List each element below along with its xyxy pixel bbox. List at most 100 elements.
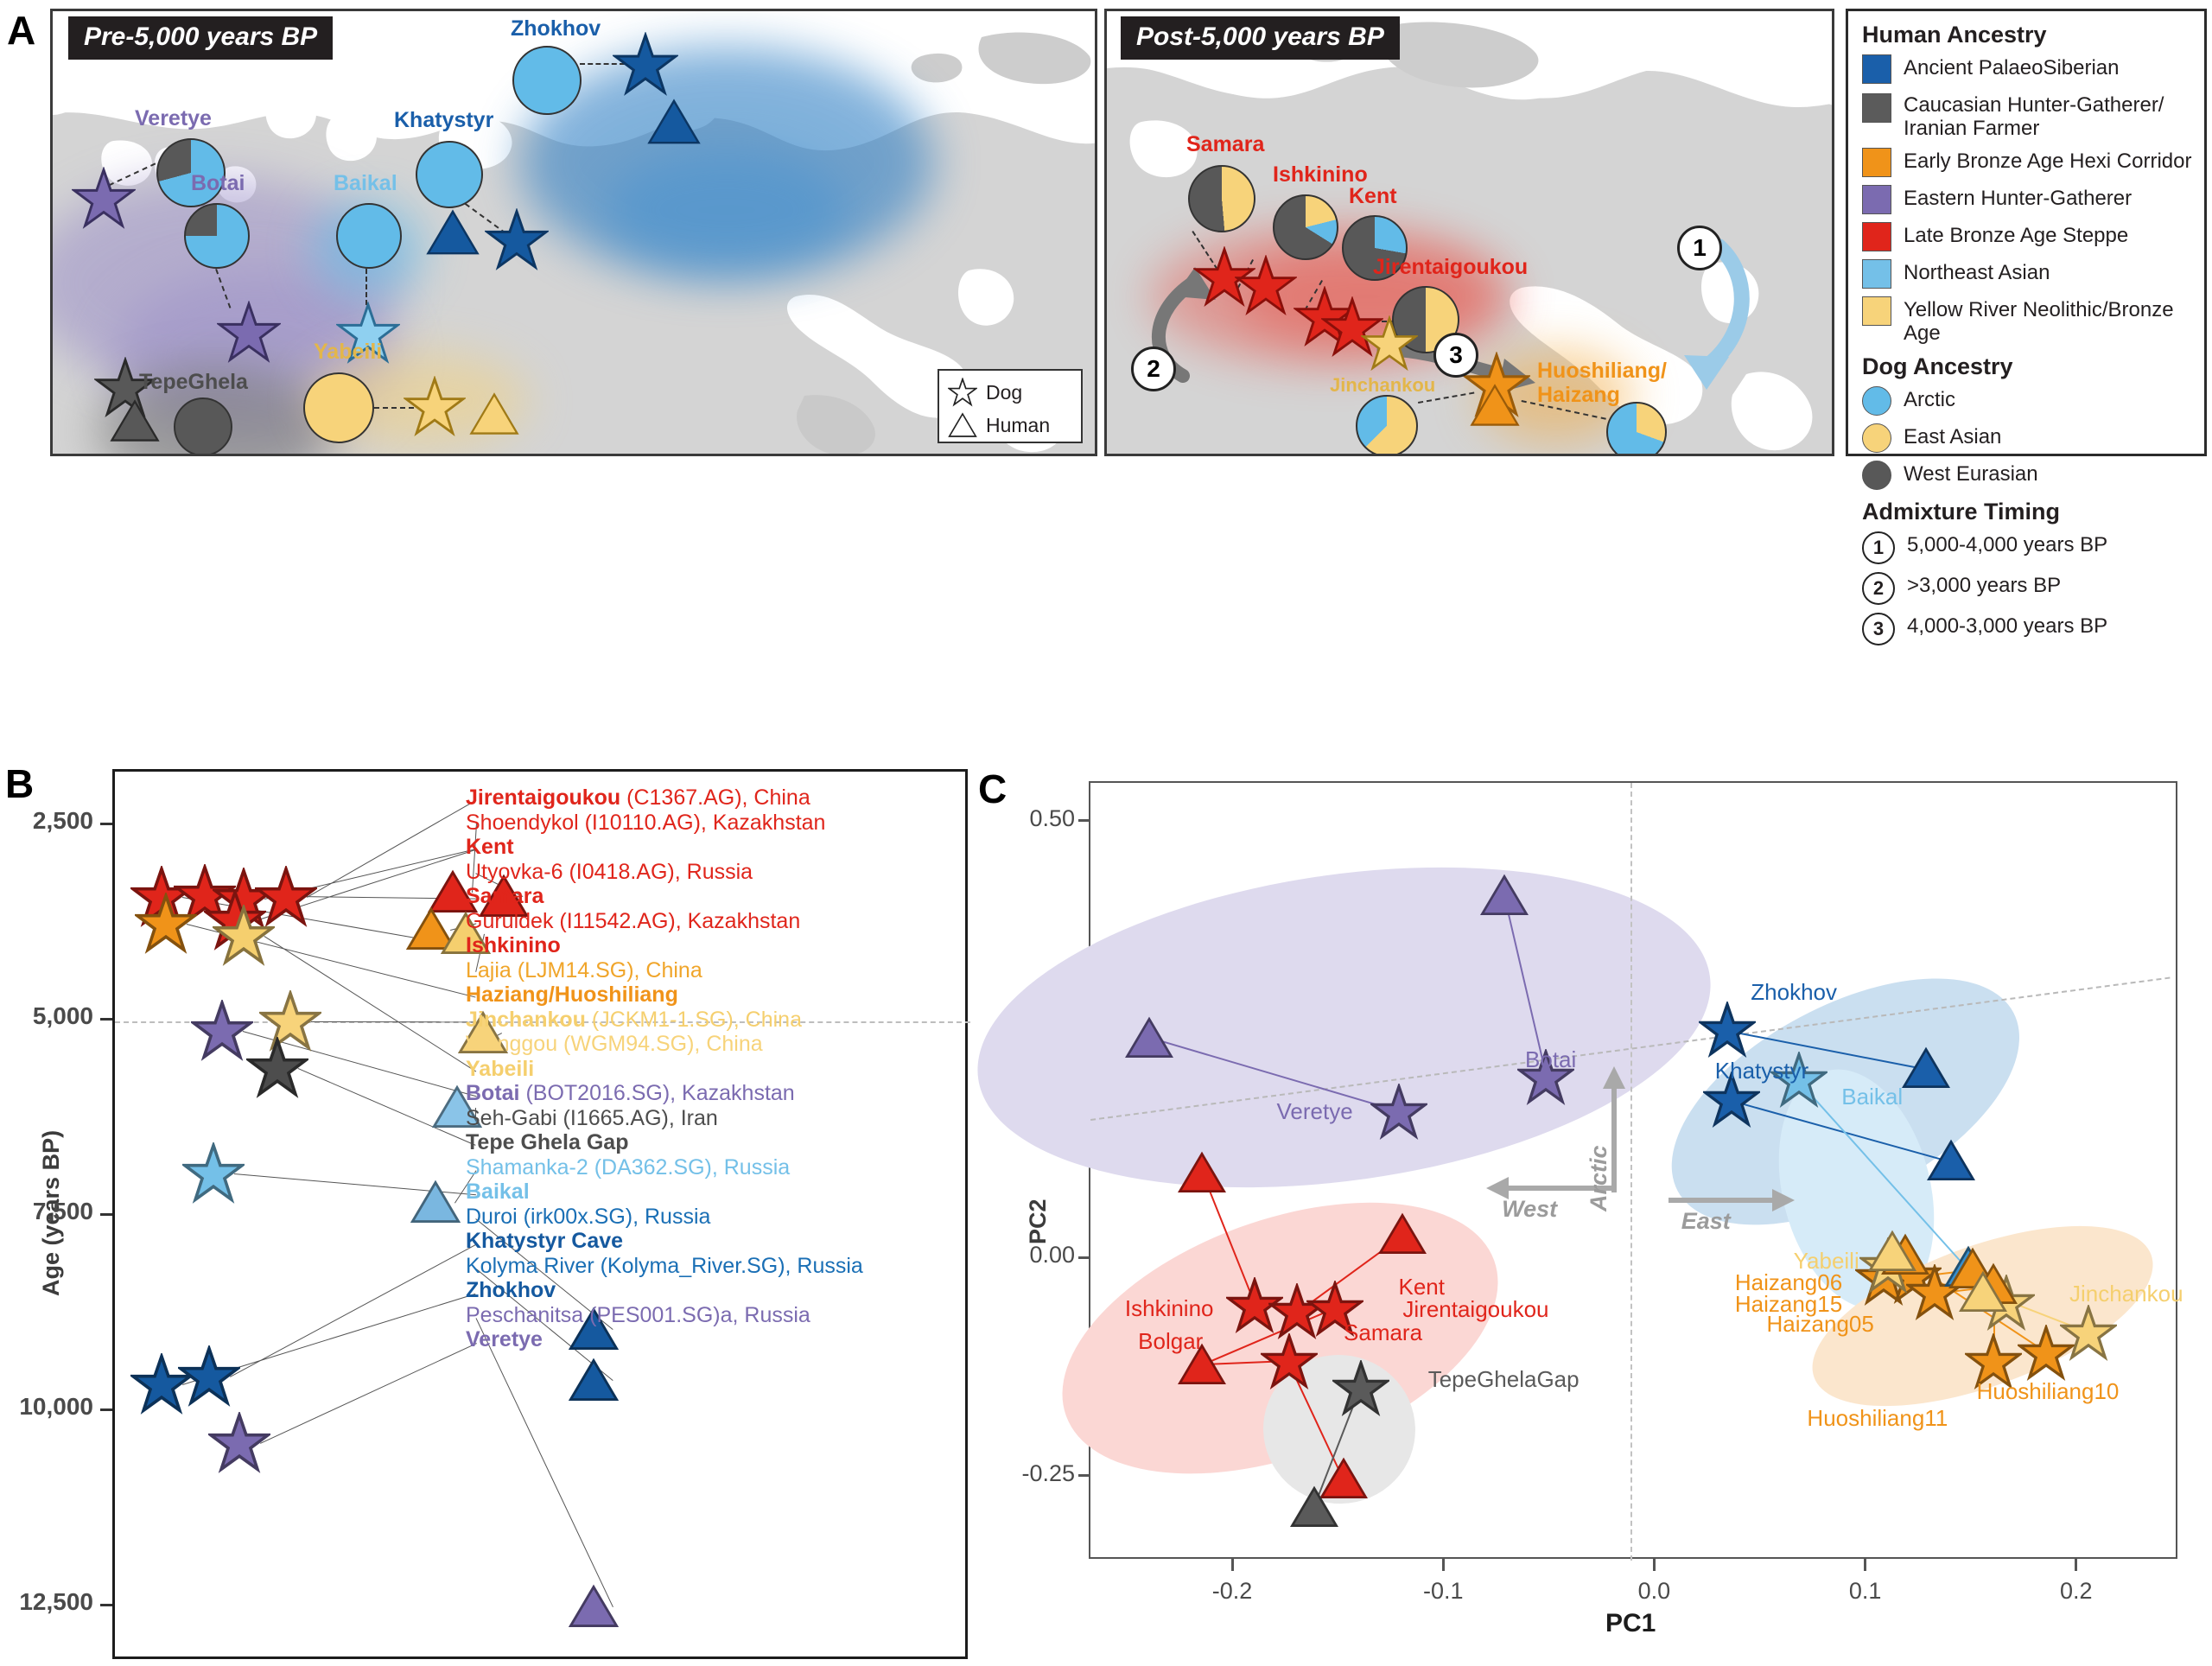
panel-c-x-tick-2: 0.0 <box>1637 1578 1671 1604</box>
panel-c-y-tick-2: 0.00 <box>1029 1242 1075 1269</box>
panel-b-human-marker-seh-gabi <box>431 1084 483 1134</box>
legend-item-human-3: Eastern Hunter-Gatherer <box>1862 185 2192 215</box>
panel-c-x-tick-3: 0.1 <box>1848 1578 1882 1604</box>
panel-c-y-tickmark-2 <box>1078 1256 1089 1259</box>
panel-b-tickmark-4 <box>100 1603 112 1606</box>
panel-c-label-veretye: Veretye <box>1276 1098 1353 1125</box>
site-label-ishkinino: Ishkinino <box>1273 162 1368 187</box>
panel-b-human-marker-duroi <box>569 1307 620 1356</box>
panel-b-human-marker-peschanitsa <box>569 1584 620 1633</box>
panel-c-label-jirentaigoukou: Jirentaigoukou <box>1402 1295 1549 1322</box>
panel-b-dog-marker-zhokhov <box>128 1351 195 1420</box>
legend-label-dog-1: East Asian <box>1904 425 2002 449</box>
panel-b-list-item-21: Peschanitsa (PES001.SG)a, Russia <box>466 1302 810 1327</box>
panel-b-list-item-15: Shamanka-2 (DA362.SG), Russia <box>466 1154 791 1180</box>
panel-b-dog-marker-baikal <box>180 1141 247 1209</box>
shape-key-human-label: Human <box>986 413 1051 436</box>
panel-b-y-tick-2: 7,500 <box>32 1198 93 1224</box>
panel-c-dog-point-9 <box>1769 1050 1830 1113</box>
timing-icon-1: 1 <box>1862 531 1895 565</box>
pie-kent <box>1342 215 1408 281</box>
swatch-hexi-corridor <box>1862 148 1891 178</box>
panel-c-y-tickmark-0 <box>1078 819 1089 822</box>
panel-c-human-point-0 <box>1178 1151 1227 1199</box>
panel-b-list-item-20: Zhokhov <box>466 1278 556 1302</box>
panel-b-list-item-11: Yabeili <box>466 1056 535 1081</box>
panel-b-list-rest-12: (BOT2016.SG), Kazakhstan <box>519 1081 795 1105</box>
star-icon <box>948 378 977 407</box>
panel-b-letter: B <box>5 761 35 806</box>
panel-b-y-tick-4: 12,500 <box>19 1587 93 1615</box>
panel-c-y-tick-3: -0.25 <box>1021 1459 1075 1486</box>
panel-b-y-tick-3: 10,000 <box>19 1392 93 1420</box>
legend-item-dog-2: West Eurasian <box>1862 461 2192 491</box>
dog-marker-veretye <box>72 167 136 229</box>
panel-b-list-rest-9: (JCKM1-1.SG), China <box>585 1007 802 1032</box>
panel-b-dog-marker-tepeghelagap <box>244 1035 311 1103</box>
shape-key-box: Dog Human <box>938 369 1083 443</box>
legend-label-human-6: Yellow River Neolithic/Bronze Age <box>1904 298 2174 346</box>
panel-c-label-tepeghelagap: TepeGhelaGap <box>1427 1365 1580 1392</box>
swatch-lba-steppe <box>1862 222 1891 252</box>
leader-baikal <box>365 269 367 305</box>
panel-b-5000-guide <box>115 1021 970 1024</box>
legend-label-human-3: Eastern Hunter-Gatherer <box>1904 187 2133 211</box>
legend-item-human-4: Late Bronze Age Steppe <box>1862 222 2192 252</box>
panel-c-dog-point-5 <box>1516 1047 1577 1110</box>
panel-c-label-haizang05: Haizang05 <box>1766 1310 1874 1337</box>
panel-b-tickmark-2 <box>100 1213 112 1216</box>
panel-b-human-marker-utyovka-6 <box>479 874 530 923</box>
dog-marker-yabeili <box>404 376 466 436</box>
legend-item-human-6: Yellow River Neolithic/Bronze Age <box>1862 296 2192 345</box>
swatch-ancient-palaeosiberian <box>1862 54 1891 84</box>
panel-c-label-ishkinino: Ishkinino <box>1124 1294 1214 1321</box>
panel-c-dog-point-7 <box>1697 1000 1758 1063</box>
legend-dog-title: Dog Ancestry <box>1862 353 2013 380</box>
panel-b-dog-marker-botai <box>188 998 256 1066</box>
panel-c-human-point-2 <box>1178 1343 1227 1390</box>
pie-veretye <box>156 138 226 207</box>
map-post-5000: Post-5,000 years BP Samara Ishkinino <box>1104 9 1834 456</box>
panel-c-label-huoshiliang11: Huoshiliang11 <box>1807 1405 1948 1432</box>
panel-b-y-tick-1: 5,000 <box>32 1002 93 1030</box>
panel-c-letter: C <box>978 766 1007 811</box>
dog-marker-ishkinino <box>1235 255 1297 315</box>
site-label-botai: Botai <box>191 171 245 195</box>
panel-b-human-marker-wanggou <box>457 1010 508 1059</box>
legend-label-human-1: Caucasian Hunter-Gatherer/ Iranian Farme… <box>1904 93 2164 141</box>
panel-b-age-chart: B Age (years BP) 2,500 5,000 7,500 10,000 12… <box>0 760 976 1666</box>
site-label-kent: Kent <box>1349 184 1397 208</box>
panel-c-x-tickmark-4 <box>2075 1559 2078 1571</box>
panel-c-human-point-1 <box>1378 1212 1427 1260</box>
map-right-title: Post-5,000 years BP <box>1121 16 1400 60</box>
panel-b-tickmark-3 <box>100 1408 112 1411</box>
panel-c-x-tick-0: -0.2 <box>1211 1578 1253 1604</box>
panel-c-x-axis-title: PC1 <box>1605 1609 1656 1637</box>
panel-b-list-bold-0: Jirentaigoukou <box>466 785 621 810</box>
panel-b-list-item-10: Wanggou (WGM94.SG), China <box>466 1032 763 1056</box>
panel-b-list-item-6: Ishkinino <box>466 933 561 957</box>
legend-label-human-0: Ancient PalaeoSiberian <box>1904 56 2120 79</box>
panel-c-human-point-14 <box>1958 1270 2007 1318</box>
panel-c-label-samara: Samara <box>1344 1319 1423 1346</box>
legend-timing-title: Admixture Timing <box>1862 499 2061 525</box>
panel-a-maps: A Pre-5,000 years BP <box>0 0 2212 646</box>
panel-c-label-botai: Botai <box>1525 1046 1577 1072</box>
dog-marker-jinchankou <box>1361 315 1418 372</box>
panel-c-x-tick-1: -0.1 <box>1422 1578 1464 1604</box>
human-marker-zhokhov <box>647 99 701 144</box>
legend-item-timing-1: 2 >3,000 years BP <box>1862 572 2192 606</box>
panel-c-label-haizang06: Haizang06 <box>1734 1269 1843 1296</box>
panel-c-human-point-13 <box>1867 1230 1916 1277</box>
pie-baikal <box>336 203 402 269</box>
legend-item-timing-0: 1 5,000-4,000 years BP <box>1862 531 2192 565</box>
panel-c-label-haizang15: Haizang15 <box>1734 1290 1843 1317</box>
swatch-east-asian <box>1862 423 1891 454</box>
site-label-samara: Samara <box>1186 132 1265 156</box>
panel-b-list-item-7: Lajia (LJM14.SG), China <box>466 957 702 982</box>
panel-c-label-khatystyr: Khatystyr <box>1714 1057 1809 1084</box>
aps-halo <box>519 46 934 279</box>
leader-zhokhov <box>580 63 625 65</box>
panel-b-plot-area: Jirentaigoukou (C1367.AG), China Shoendyk… <box>112 769 970 1659</box>
legend-item-human-1: Caucasian Hunter-Gatherer/ Iranian Farme… <box>1862 92 2192 140</box>
